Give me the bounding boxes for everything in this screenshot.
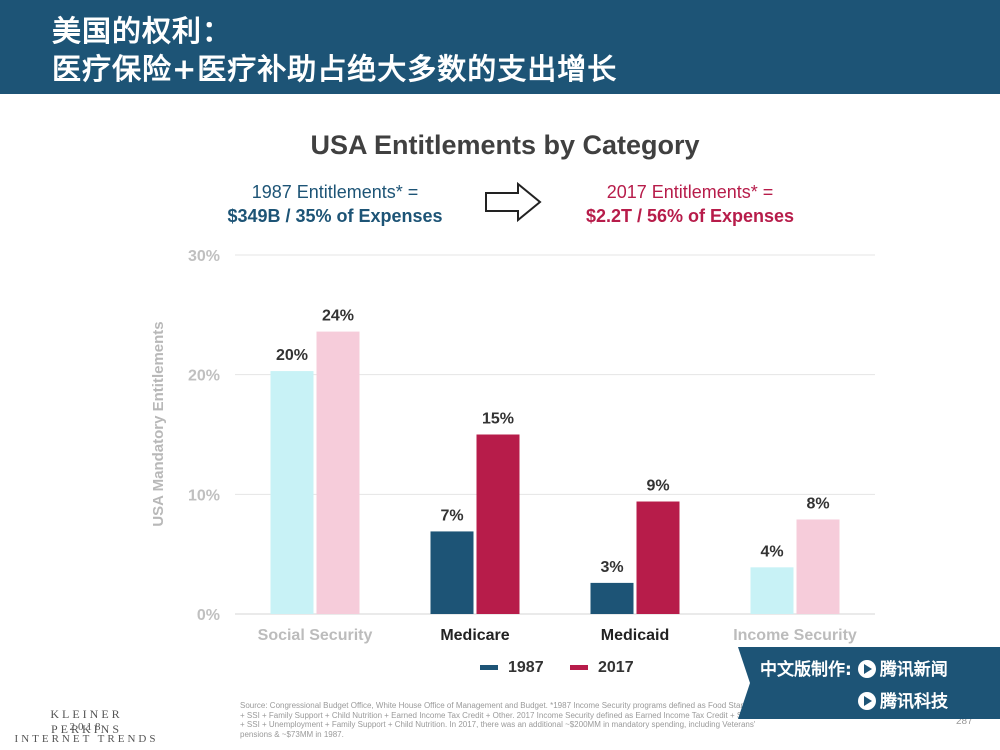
x-tick-label: Income Security <box>733 627 857 644</box>
legend-swatch-1987 <box>480 665 498 671</box>
data-label: 8% <box>806 495 829 512</box>
legend-item-2017: 2017 <box>570 659 634 677</box>
subtitle-2017-line2: $2.2T / 56% of Expenses <box>585 206 795 226</box>
data-label: 7% <box>440 507 463 524</box>
legend-label-2017: 2017 <box>598 659 634 676</box>
badge-line1: 中文版制作: 腾讯新闻 <box>760 655 948 680</box>
data-label: 24% <box>322 308 354 325</box>
badge-line2: 腾讯科技 <box>852 687 948 712</box>
x-tick-label: Medicaid <box>601 627 669 644</box>
badge-news-brand: 腾讯新闻 <box>879 660 948 680</box>
x-tick-label: Social Security <box>258 627 373 644</box>
subtitle-1987: 1987 Entitlements* = $349B / 35% of Expe… <box>190 180 480 228</box>
tencent-news-logo-icon <box>857 660 876 678</box>
right-arrow-icon <box>485 181 542 223</box>
data-label: 3% <box>600 559 623 576</box>
bar-2017-2 <box>636 501 680 614</box>
bar-1987-2 <box>590 582 634 614</box>
bar-1987-1 <box>430 531 474 614</box>
tencent-tech-logo-icon <box>858 692 876 710</box>
brand-line2: 2018 <box>69 721 104 733</box>
subtitle-1987-line1: 1987 Entitlements* = <box>251 182 419 202</box>
y-tick-label: 0% <box>197 607 220 624</box>
header-banner: 美国的权利： 医疗保险+医疗补助占绝大多数的支出增长 <box>0 0 1000 94</box>
badge-prefix: 中文版制作: <box>760 660 852 680</box>
data-label: 20% <box>276 347 308 364</box>
page-number: 287 <box>956 716 973 727</box>
bar-2017-0 <box>316 331 360 614</box>
source-note: Source: Congressional Budget Office, Whi… <box>240 701 759 739</box>
x-tick-label: Medicare <box>440 627 509 644</box>
bar-2017-1 <box>476 434 520 614</box>
header-title-line2: 医疗保险+医疗补助占绝大多数的支出增长 <box>52 52 618 86</box>
subtitle-2017: 2017 Entitlements* = $2.2T / 56% of Expe… <box>545 180 835 228</box>
y-tick-label: 30% <box>188 248 220 265</box>
brand-line3: INTERNET TRENDS <box>14 733 159 745</box>
y-tick-label: 10% <box>188 487 220 504</box>
data-label: 15% <box>482 411 514 428</box>
legend-label-1987: 1987 <box>508 659 544 676</box>
badge-tech-brand: 腾讯科技 <box>880 692 948 712</box>
translation-badge: 中文版制作: 腾讯新闻 腾讯科技 <box>738 647 1000 719</box>
y-tick-label: 20% <box>188 368 220 385</box>
bar-2017-3 <box>796 519 840 614</box>
data-label: 9% <box>646 478 669 495</box>
subtitle-2017-line1: 2017 Entitlements* = <box>606 182 774 202</box>
subtitle-1987-line2: $349B / 35% of Expenses <box>227 206 443 226</box>
bar-1987-3 <box>750 567 794 614</box>
brand-line1: KLEINER PERKINS <box>50 707 123 736</box>
data-label: 4% <box>760 543 783 560</box>
legend-swatch-2017 <box>570 665 588 671</box>
chart-title: USA Entitlements by Category <box>310 130 700 160</box>
legend-item-1987: 1987 <box>480 659 544 677</box>
header-title-line1: 美国的权利： <box>52 14 233 48</box>
bar-1987-0 <box>270 371 314 614</box>
